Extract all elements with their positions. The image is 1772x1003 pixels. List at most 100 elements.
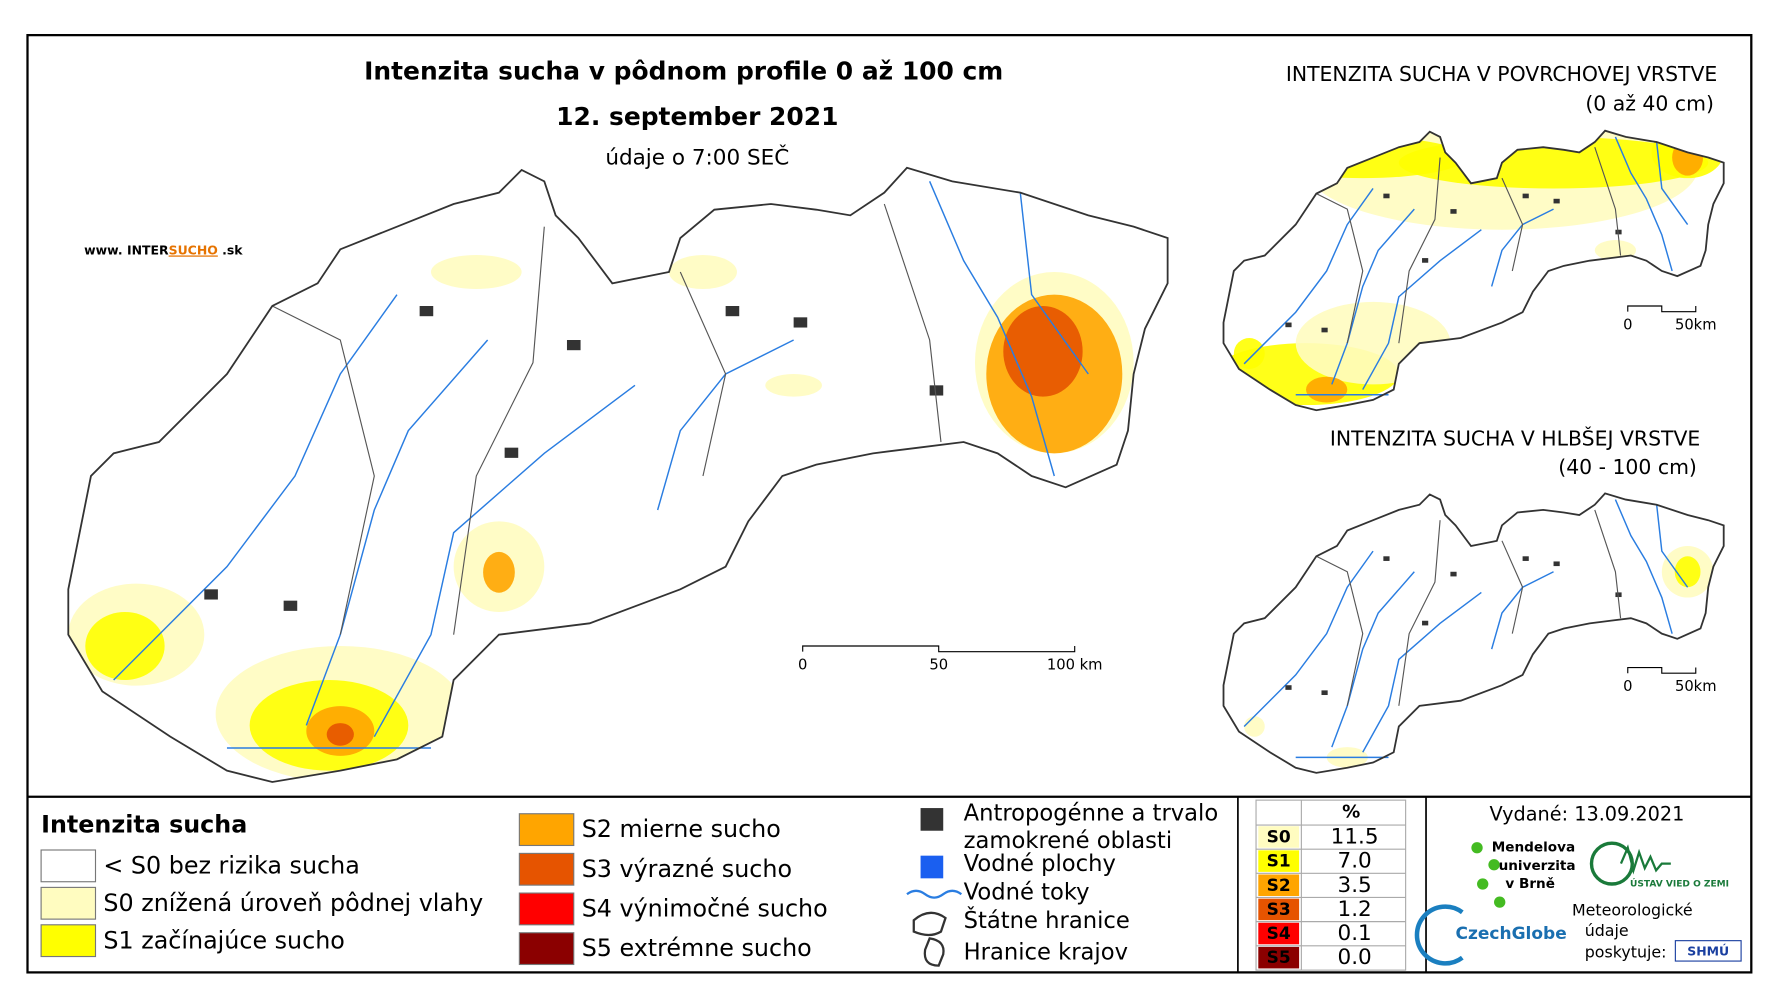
drought-area (1003, 306, 1083, 397)
table-class-cell (1258, 898, 1300, 921)
map-time: údaje o 7:00 SEČ (605, 145, 789, 171)
table-value: 0.1 (1338, 921, 1372, 946)
labels: Intenzita sucha v pôdnom profile 0 až 10… (41, 57, 1717, 839)
drought-area (1674, 556, 1701, 588)
table-class-cell (1258, 922, 1300, 945)
table-class: S4 (1267, 924, 1291, 944)
urban-area (419, 306, 434, 317)
urban-area (725, 306, 740, 317)
urban-area (1522, 193, 1529, 199)
urban-area (1450, 209, 1457, 214)
river (1019, 192, 1089, 375)
region-border (1316, 509, 1622, 706)
website: www. INTERSUCHO .sk (84, 242, 243, 257)
urban-area (1522, 556, 1529, 561)
river (1614, 136, 1673, 272)
legend-swatch (518, 932, 575, 966)
river (373, 384, 636, 738)
maps: 0 50 100 km 0 50km 0 50km (67, 129, 1725, 783)
table-class: S1 (1267, 852, 1291, 872)
state-border (1222, 492, 1725, 774)
symbol-urban (920, 808, 944, 831)
legend: < S0 bez rizika sucha S0 znížená úroveň p… (40, 799, 1407, 971)
table-header: % (1342, 802, 1360, 823)
urban-area (1422, 620, 1429, 626)
legend-swatch (40, 849, 97, 883)
issued-date: Vydané: 13.09.2021 (1489, 802, 1684, 825)
drought-area (483, 551, 515, 593)
river (113, 294, 398, 681)
river (1490, 208, 1554, 287)
symbol-label: Antropogénne a trvalo zamokrené oblasti (964, 800, 1219, 853)
urban-area (283, 600, 298, 611)
logo-text: SHMÚ (1687, 944, 1729, 959)
urban-area (1553, 198, 1560, 204)
table-class-cell (1258, 874, 1300, 897)
legend-swatch (518, 852, 575, 886)
drought-area (326, 723, 354, 746)
symbol-label: Vodné toky (964, 880, 1090, 906)
urban-area (1450, 571, 1457, 577)
scale-label: 50km (1675, 678, 1717, 695)
uvz-line (1619, 844, 1671, 875)
table-value: 0.0 (1338, 945, 1372, 970)
river (1331, 571, 1415, 748)
drought-area (1244, 716, 1265, 737)
symbol-label-line: Antropogénne a trvalo (964, 800, 1219, 826)
scale-line (1627, 305, 1697, 313)
state-border (67, 166, 1169, 783)
table-class: S5 (1267, 948, 1291, 968)
website-part: SUCHO (169, 242, 218, 257)
table-class: S0 (1267, 828, 1291, 848)
table-class-cell (1258, 826, 1300, 848)
inset-subtitle: (0 až 40 cm) (1585, 91, 1714, 115)
table-class-cell (1258, 946, 1300, 969)
table-class: S2 (1267, 876, 1291, 896)
symbol-label-line: zamokrené oblasti (964, 827, 1172, 853)
scale-label: 50 (929, 656, 948, 673)
urban-area (504, 447, 519, 458)
urban-area (1383, 193, 1390, 199)
table-value: 11.5 (1331, 825, 1379, 850)
logo-text: ÚSTAV VIED O ZEMI (1630, 878, 1729, 890)
symbol-border (912, 911, 947, 937)
czechglobe-arc (1414, 904, 1464, 966)
stats-table: % S0 11.5 S1 7.0 S2 3.5 S3 1.2 S4 0.1 S5 0.0 (1255, 799, 1407, 971)
legend-label: S3 výrazné sucho (582, 855, 792, 883)
table-value: 1.2 (1338, 897, 1372, 922)
region-border (1316, 147, 1622, 344)
map-title: Intenzita sucha v pôdnom profile 0 až 10… (364, 57, 1003, 86)
symbol-label: Štátne hranice (964, 906, 1130, 934)
legend-label: S4 výnimočné sucho (582, 895, 828, 923)
symbol-label: Vodné plochy (964, 851, 1116, 877)
urban-area (1553, 561, 1560, 567)
symbol-water (920, 855, 944, 879)
scale-line (1627, 666, 1697, 674)
logos: Mendelova univerzita v Brně CzechGlobe Ú… (1414, 840, 1742, 966)
scale-bar: 0 50km (1623, 305, 1717, 333)
river (1490, 571, 1554, 650)
river (1243, 188, 1374, 365)
drought-area (85, 612, 165, 680)
legend-label: < S0 bez rizika sucha (103, 852, 359, 880)
scale-line (802, 645, 1076, 653)
scale-bar: 0 50 100 km (798, 645, 1103, 673)
scale-label: 50km (1675, 316, 1717, 333)
urban-area (1422, 258, 1429, 263)
urban-area (1321, 327, 1328, 333)
shmu-box (1674, 940, 1742, 962)
website-part: www. INTER (84, 242, 169, 257)
table-class-cell (1258, 850, 1300, 872)
scale-label: 100 km (1047, 656, 1103, 673)
urban-area (793, 317, 808, 328)
river (1655, 141, 1689, 225)
scale-label: 0 (1623, 316, 1632, 333)
legend-label: S0 znížená úroveň pôdnej vlahy (103, 889, 483, 917)
website-part: .sk (218, 242, 243, 257)
river (1614, 499, 1673, 634)
river (1655, 504, 1689, 588)
scale-bar: 0 50km (1623, 666, 1717, 695)
drought-area (668, 255, 737, 289)
